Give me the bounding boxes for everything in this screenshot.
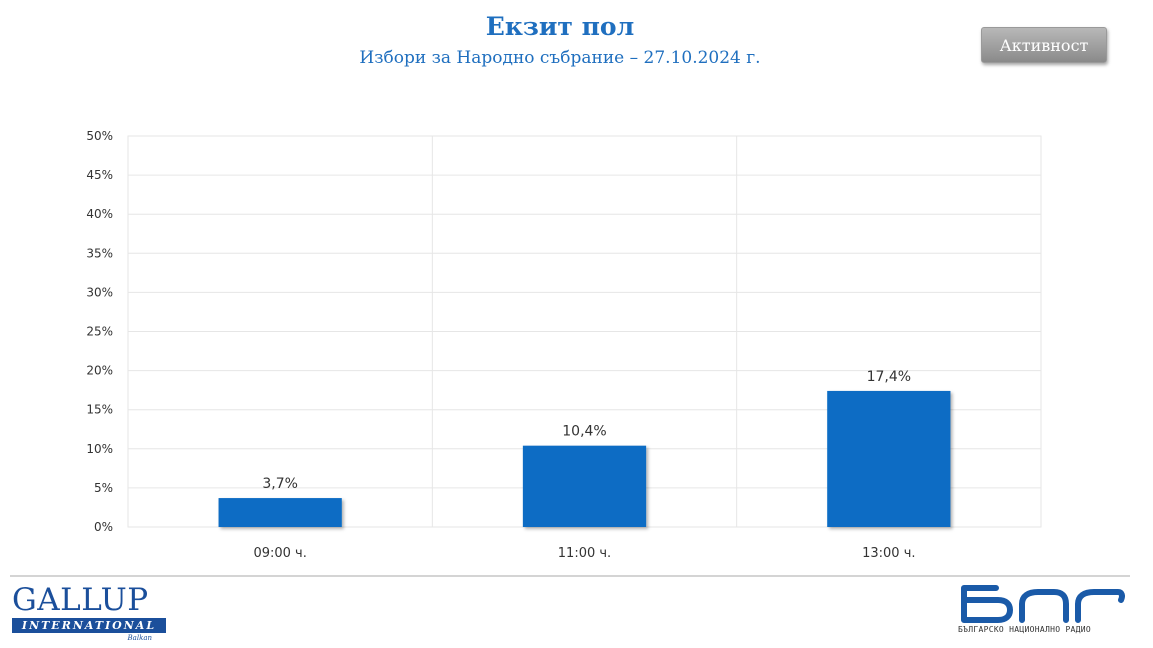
x-axis: 09:00 ч. 11:00 ч. 13:00 ч. xyxy=(253,546,915,561)
data-label: 3,7% xyxy=(262,476,298,492)
bnr-tagline: БЪЛГАРСКО НАЦИОНАЛНО РАДИО xyxy=(958,625,1092,634)
footer-divider xyxy=(10,575,1130,577)
y-tick-label: 20% xyxy=(86,364,113,378)
y-tick-label: 45% xyxy=(86,168,113,182)
y-tick-label: 50% xyxy=(86,129,113,143)
bar xyxy=(827,390,951,527)
y-tick-label: 5% xyxy=(94,481,113,495)
x-category-label: 09:00 ч. xyxy=(253,546,306,561)
activity-bar-chart: 0% 5% 10% 15% 20% 25% 30% 35% 40% 45% 50% 3,7% 10,4… xyxy=(86,129,1042,561)
data-labels: 3,7% 10,4% 17,4% xyxy=(262,369,911,492)
data-label: 10,4% xyxy=(562,424,606,440)
y-tick-label: 10% xyxy=(86,442,113,456)
bnr-logo-mark xyxy=(961,585,1125,623)
gallup-logo-name: GALLUP xyxy=(12,582,149,618)
y-tick-label: 35% xyxy=(86,246,113,260)
data-label: 17,4% xyxy=(867,369,911,385)
bnr-logo: БЪЛГАРСКО НАЦИОНАЛНО РАДИО xyxy=(958,582,1133,642)
gallup-international-logo: GALLUP INTERNATIONAL Balkan xyxy=(12,585,172,643)
y-tick-label: 0% xyxy=(94,520,113,534)
y-tick-label: 15% xyxy=(86,403,113,417)
x-category-label: 11:00 ч. xyxy=(558,546,611,561)
page-title: Екзит пол xyxy=(485,12,635,41)
gallup-logo-region: Balkan xyxy=(127,634,152,642)
bar xyxy=(218,498,342,527)
bars xyxy=(218,390,951,527)
x-category-label: 13:00 ч. xyxy=(862,546,915,561)
activity-button[interactable]: Активност xyxy=(981,27,1107,63)
page-subtitle: Избори за Народно събрание – 27.10.2024 … xyxy=(359,48,761,68)
y-tick-label: 40% xyxy=(86,207,113,221)
y-tick-label: 30% xyxy=(86,285,113,299)
y-axis: 0% 5% 10% 15% 20% 25% 30% 35% 40% 45% 50% xyxy=(86,129,113,534)
bar xyxy=(522,445,647,527)
gallup-logo-international: INTERNATIONAL xyxy=(12,618,166,633)
y-tick-label: 25% xyxy=(86,325,113,339)
